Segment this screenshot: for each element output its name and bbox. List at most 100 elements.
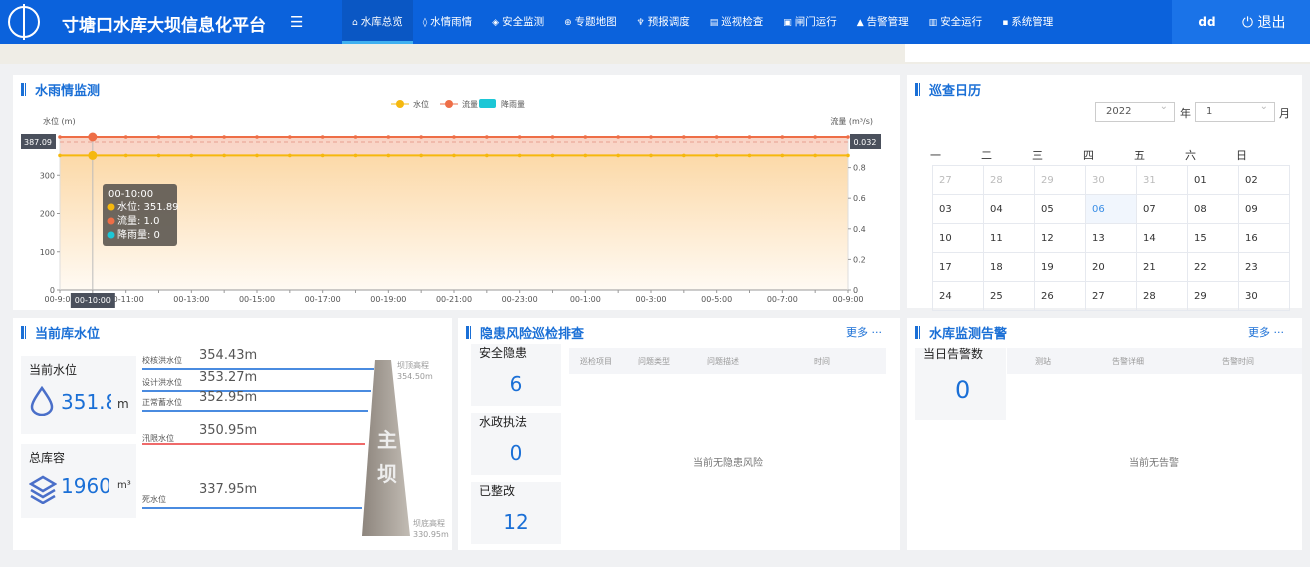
calendar-day[interactable]: 08 <box>1187 194 1239 224</box>
calendar-day[interactable]: 09 <box>1238 194 1290 224</box>
data-point[interactable] <box>419 153 423 158</box>
calendar-day[interactable]: 26 <box>1034 281 1086 311</box>
data-point[interactable] <box>123 135 128 139</box>
calendar-day[interactable]: 18 <box>983 252 1035 282</box>
data-point[interactable] <box>255 135 259 139</box>
calendar-day[interactable]: 02 <box>1238 165 1290 195</box>
risk-stat-card[interactable]: 已整改 12 <box>471 482 561 544</box>
data-point[interactable] <box>747 153 752 158</box>
nav-item-3[interactable]: ⊕ 专题地图 <box>554 0 627 44</box>
calendar-day[interactable]: 27 <box>1085 281 1137 311</box>
legend-label[interactable]: 水位 <box>413 99 429 109</box>
calendar-day[interactable]: 14 <box>1136 223 1188 253</box>
data-point[interactable] <box>386 135 391 139</box>
calendar-day[interactable]: 12 <box>1034 223 1086 253</box>
data-point[interactable] <box>682 135 686 139</box>
calendar-day[interactable]: 25 <box>983 281 1035 311</box>
data-point[interactable] <box>452 135 456 139</box>
data-point[interactable] <box>189 153 194 158</box>
data-point[interactable] <box>288 135 292 139</box>
data-point[interactable] <box>288 153 292 158</box>
data-point[interactable] <box>222 153 226 158</box>
calendar-day[interactable]: 23 <box>1238 252 1290 282</box>
risk-stat-card[interactable]: 水政执法 0 <box>471 413 561 475</box>
legend-label[interactable]: 降雨量 <box>501 99 525 109</box>
data-point[interactable] <box>88 132 98 142</box>
data-point[interactable] <box>714 153 719 158</box>
data-point[interactable] <box>813 135 817 139</box>
data-point[interactable] <box>58 153 62 158</box>
calendar-day[interactable]: 29 <box>1034 165 1086 195</box>
data-point[interactable] <box>156 135 161 139</box>
data-point[interactable] <box>583 153 588 158</box>
data-point[interactable] <box>550 135 555 139</box>
calendar-day[interactable]: 04 <box>983 194 1035 224</box>
hamburger-icon[interactable]: ☰ <box>290 13 304 31</box>
calendar-day[interactable]: 06 <box>1085 194 1137 224</box>
data-point[interactable] <box>846 135 850 139</box>
calendar-day[interactable]: 27 <box>932 165 984 195</box>
data-point[interactable] <box>386 153 391 158</box>
month-select[interactable]: 1 <box>1195 101 1275 122</box>
nav-item-6[interactable]: ▣ 闸门运行 <box>773 0 847 44</box>
calendar-day[interactable]: 01 <box>1187 165 1239 195</box>
data-point[interactable] <box>517 153 522 158</box>
calendar-day[interactable]: 19 <box>1034 252 1086 282</box>
data-point[interactable] <box>714 135 719 139</box>
calendar-day[interactable]: 22 <box>1187 252 1239 282</box>
risk-stat-card[interactable]: 安全隐患 6 <box>471 344 561 406</box>
calendar-day[interactable]: 10 <box>932 223 984 253</box>
calendar-day[interactable]: 13 <box>1085 223 1137 253</box>
calendar-day[interactable]: 11 <box>983 223 1035 253</box>
data-point[interactable] <box>222 135 226 139</box>
nav-item-9[interactable]: ▪ 系统管理 <box>992 0 1063 44</box>
nav-item-0[interactable]: ⌂ 水库总览 <box>342 0 413 44</box>
data-point[interactable] <box>649 153 653 158</box>
logout-button[interactable]: ⏻ 退出 <box>1242 15 1286 31</box>
calendar-day[interactable]: 28 <box>983 165 1035 195</box>
data-point[interactable] <box>682 153 686 158</box>
year-select[interactable]: 2022 <box>1095 101 1175 122</box>
data-point[interactable] <box>156 153 161 158</box>
data-point[interactable] <box>255 153 259 158</box>
calendar-day[interactable]: 03 <box>932 194 984 224</box>
alarm-more-link[interactable]: 更多 ··· <box>1248 326 1284 339</box>
data-point[interactable] <box>452 153 456 158</box>
data-point[interactable] <box>320 135 325 139</box>
calendar-day[interactable]: 17 <box>932 252 984 282</box>
data-point[interactable] <box>353 153 358 158</box>
nav-item-7[interactable]: ▲ 告警管理 <box>847 0 919 44</box>
data-point[interactable] <box>58 135 62 139</box>
legend-label[interactable]: 流量 <box>462 99 478 109</box>
data-point[interactable] <box>846 153 850 158</box>
data-point[interactable] <box>419 135 423 139</box>
user-name[interactable]: dd <box>1198 15 1216 29</box>
nav-item-5[interactable]: ▤ 巡视检查 <box>700 0 774 44</box>
nav-item-2[interactable]: ◈ 安全监测 <box>482 0 554 44</box>
calendar-day[interactable]: 21 <box>1136 252 1188 282</box>
data-point[interactable] <box>189 135 194 139</box>
nav-item-8[interactable]: ▥ 安全运行 <box>919 0 993 44</box>
nav-item-4[interactable]: ♆ 预报调度 <box>627 0 700 44</box>
calendar-day[interactable]: 31 <box>1136 165 1188 195</box>
data-point[interactable] <box>583 135 588 139</box>
data-point[interactable] <box>616 153 620 158</box>
calendar-day[interactable]: 15 <box>1187 223 1239 253</box>
risk-more-link[interactable]: 更多 ··· <box>846 326 882 339</box>
calendar-day[interactable]: 28 <box>1136 281 1188 311</box>
data-point[interactable] <box>780 153 785 158</box>
calendar-day[interactable]: 24 <box>932 281 984 311</box>
data-point[interactable] <box>517 135 522 139</box>
calendar-day[interactable]: 07 <box>1136 194 1188 224</box>
data-point[interactable] <box>485 153 489 158</box>
calendar-day[interactable]: 30 <box>1238 281 1290 311</box>
calendar-day[interactable]: 30 <box>1085 165 1137 195</box>
data-point[interactable] <box>123 153 128 158</box>
data-point[interactable] <box>88 150 98 160</box>
calendar-day[interactable]: 16 <box>1238 223 1290 253</box>
nav-item-1[interactable]: ◊ 水情雨情 <box>413 0 482 44</box>
calendar-day[interactable]: 20 <box>1085 252 1137 282</box>
data-point[interactable] <box>550 153 555 158</box>
data-point[interactable] <box>616 135 620 139</box>
